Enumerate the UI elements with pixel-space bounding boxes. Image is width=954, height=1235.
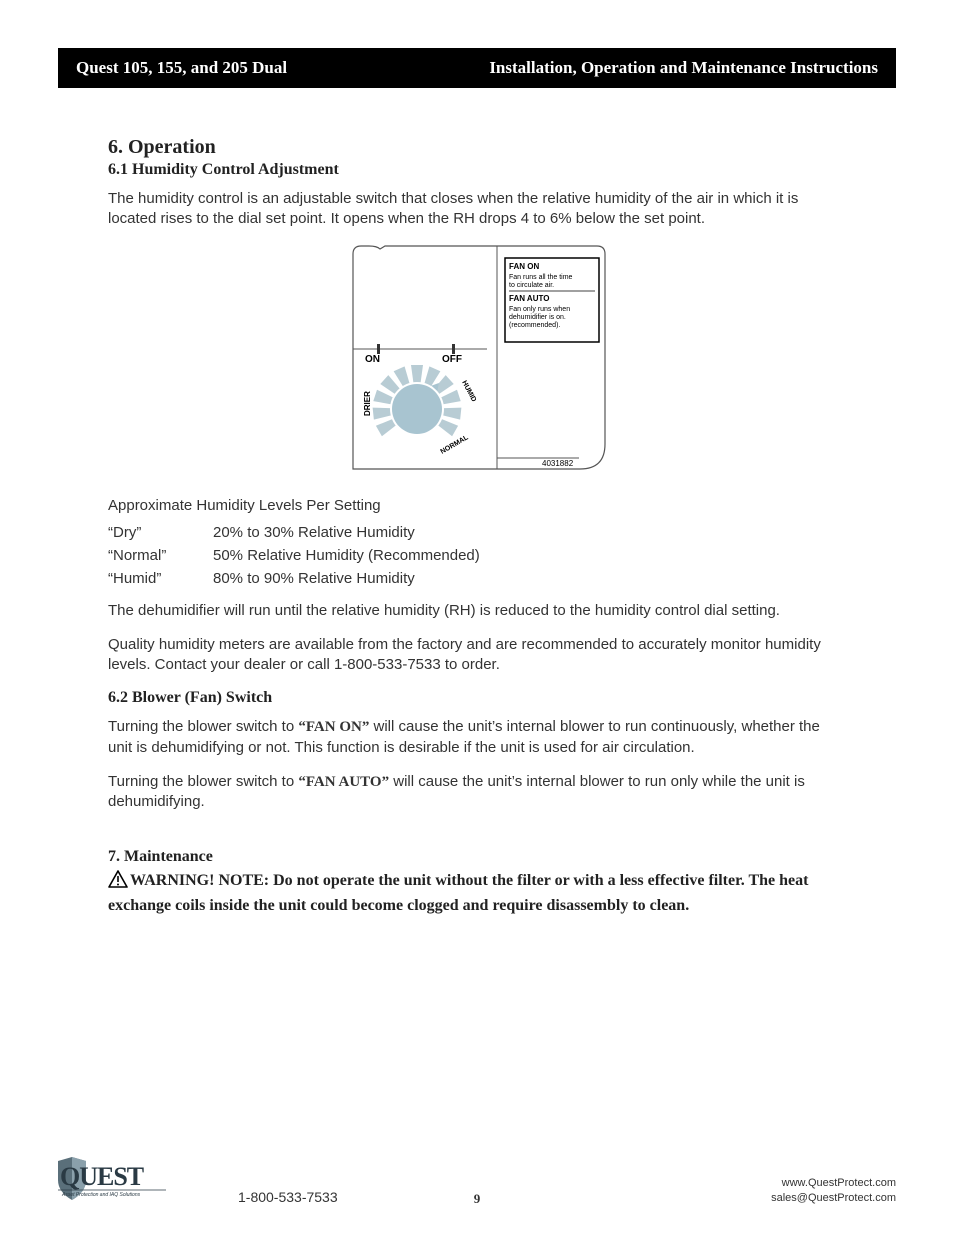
fan-auto-bold: “FAN AUTO” — [298, 774, 389, 790]
setting-humid-label: “Humid” — [108, 570, 213, 587]
setting-dry-label: “Dry” — [108, 524, 213, 541]
setting-normal-value: 50% Relative Humidity (Recommended) — [213, 547, 846, 564]
footer-website: www.QuestProtect.com — [716, 1176, 896, 1190]
header-left: Quest 105, 155, and 205 Dual — [76, 58, 287, 78]
fan-auto-title: FAN AUTO — [509, 294, 549, 303]
content: 6. Operation 6.1 Humidity Control Adjust… — [58, 136, 896, 916]
logo-text: QUEST — [60, 1162, 144, 1191]
section-7-title: 7. Maintenance — [108, 848, 846, 866]
fan-auto-line1: Fan only runs when — [509, 306, 570, 313]
fan-auto-line3: (recommended). — [509, 322, 560, 329]
setting-row: “Dry” 20% to 30% Relative Humidity — [108, 524, 846, 541]
section-6-1-title: 6.1 Humidity Control Adjustment — [108, 161, 846, 179]
setting-row: “Normal” 50% Relative Humidity (Recommen… — [108, 547, 846, 564]
section-6-1-p3: Quality humidity meters are available fr… — [108, 635, 846, 676]
header-right: Installation, Operation and Maintenance … — [489, 58, 878, 78]
fan-on-title: FAN ON — [509, 262, 539, 271]
dial-off-label: OFF — [442, 354, 462, 365]
section-6-2-p1: Turning the blower switch to “FAN ON” wi… — [108, 717, 846, 758]
fan-auto-pre: Turning the blower switch to — [108, 773, 298, 790]
fan-auto-line2: dehumidifier is on. — [509, 314, 566, 321]
setting-humid-value: 80% to 90% Relative Humidity — [213, 570, 846, 587]
fan-on-pre: Turning the blower switch to — [108, 718, 298, 735]
settings-intro: Approximate Humidity Levels Per Setting — [108, 497, 846, 514]
fan-on-line1: Fan runs all the time — [509, 274, 573, 281]
warning-body: WARNING! NOTE: Do not operate the unit w… — [108, 872, 808, 914]
warning-text: WARNING! NOTE: Do not operate the unit w… — [108, 870, 846, 916]
section-6-2-title: 6.2 Blower (Fan) Switch — [108, 689, 846, 707]
dial-humid-label: HUMID — [460, 379, 477, 403]
humidity-dial-diagram: ON OFF FAN ON Fan runs all the time to c… — [347, 244, 607, 479]
section-6-1-p1: The humidity control is an adjustable sw… — [108, 189, 846, 230]
fan-on-bold: “FAN ON” — [298, 719, 369, 735]
dial-drier-label: DRIER — [363, 390, 372, 415]
diagram-part-number: 4031882 — [542, 459, 574, 468]
section-6-title: 6. Operation — [108, 136, 846, 159]
setting-normal-label: “Normal” — [108, 547, 213, 564]
section-6-1-p2: The dehumidifier will run until the rela… — [108, 601, 846, 621]
page-number: 9 — [0, 1191, 954, 1207]
dial-on-label: ON — [365, 354, 380, 365]
section-6-2-p2: Turning the blower switch to “FAN AUTO” … — [108, 772, 846, 813]
dial-normal-label: NORMAL — [440, 433, 471, 455]
header-bar: Quest 105, 155, and 205 Dual Installatio… — [58, 48, 896, 88]
setting-dry-value: 20% to 30% Relative Humidity — [213, 524, 846, 541]
warning-icon — [108, 870, 128, 895]
setting-row: “Humid” 80% to 90% Relative Humidity — [108, 570, 846, 587]
fan-on-line2: to circulate air. — [509, 282, 554, 289]
